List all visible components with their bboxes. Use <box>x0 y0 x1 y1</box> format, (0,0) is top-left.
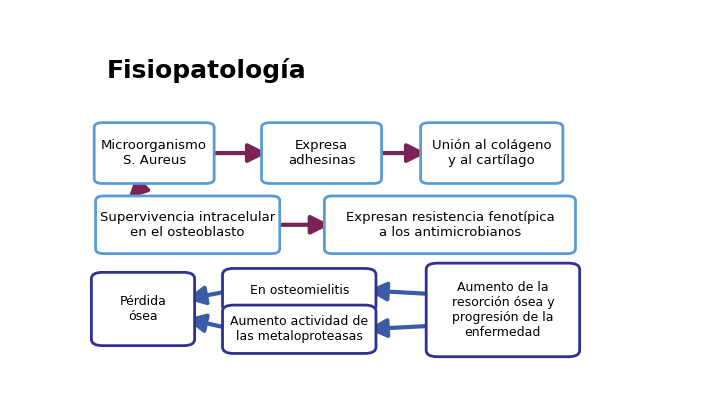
FancyBboxPatch shape <box>420 123 563 183</box>
FancyBboxPatch shape <box>91 272 194 345</box>
Text: Aumento de la
resorción ósea y
progresión de la
enfermedad: Aumento de la resorción ósea y progresió… <box>451 281 554 339</box>
FancyBboxPatch shape <box>222 305 376 354</box>
FancyBboxPatch shape <box>96 196 279 254</box>
Text: Microorganismo
S. Aureus: Microorganismo S. Aureus <box>102 139 207 167</box>
FancyBboxPatch shape <box>324 196 575 254</box>
Text: Expresan resistencia fenotípica
a los antimicrobianos: Expresan resistencia fenotípica a los an… <box>346 211 554 239</box>
Text: En osteomielitis: En osteomielitis <box>250 284 349 297</box>
Text: Supervivencia intracelular
en el osteoblasto: Supervivencia intracelular en el osteobl… <box>100 211 275 239</box>
Text: Unión al colágeno
y al cartílago: Unión al colágeno y al cartílago <box>432 139 552 167</box>
FancyBboxPatch shape <box>426 263 580 357</box>
FancyBboxPatch shape <box>222 269 376 312</box>
FancyBboxPatch shape <box>261 123 382 183</box>
Text: Fisiopatología: Fisiopatología <box>107 58 307 83</box>
FancyBboxPatch shape <box>94 123 214 183</box>
Text: Pérdida
ósea: Pérdida ósea <box>120 295 166 323</box>
Text: Aumento actividad de
las metaloproteasas: Aumento actividad de las metaloproteasas <box>230 315 369 343</box>
Text: Expresa
adhesinas: Expresa adhesinas <box>288 139 356 167</box>
